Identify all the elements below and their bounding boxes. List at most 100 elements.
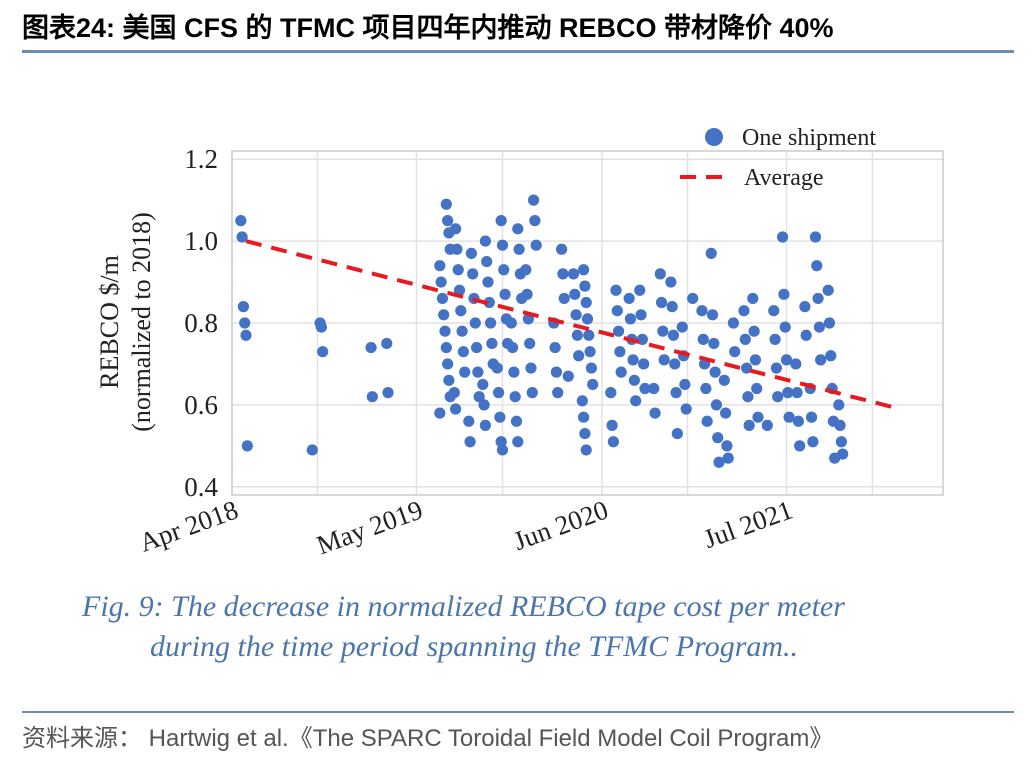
shipment-point [552, 387, 564, 399]
y-axis-label: REBCO $/m (normalized to 2018) [95, 212, 156, 432]
shipment-point [439, 325, 451, 337]
caption-line-1: Fig. 9: The decrease in normalized REBCO… [82, 590, 845, 623]
shipment-point [743, 419, 755, 431]
shipment-point [236, 231, 248, 243]
shipment-point [492, 387, 505, 399]
shipment-point [505, 317, 517, 329]
shipment-point [450, 223, 462, 235]
shipment-point [779, 321, 791, 333]
shipment-point [783, 411, 795, 423]
shipment-point [484, 317, 497, 329]
shipment-point [557, 268, 569, 280]
shipment-point [701, 415, 713, 427]
shipment-point [712, 432, 724, 444]
grid-layer [231, 151, 943, 495]
shipment-point [470, 341, 483, 354]
shipment-point [550, 366, 563, 378]
shipment-point [722, 452, 734, 464]
shipment-point [237, 301, 250, 313]
shipment-point [556, 243, 568, 255]
y-tick-label: 0.8 [184, 308, 218, 338]
shipment-point [769, 333, 781, 345]
shipment-point [459, 366, 471, 378]
shipment-point [479, 419, 491, 431]
shipment-point [811, 260, 823, 272]
shipment-point [718, 374, 730, 386]
shipment-point [573, 350, 585, 362]
shipment-point [676, 321, 688, 333]
shipment-point [494, 411, 506, 423]
shipment-point [580, 444, 592, 456]
shipment-point [580, 296, 592, 309]
shipment-point [658, 354, 670, 366]
shipment-point [837, 448, 849, 460]
shipment-point [614, 346, 626, 358]
shipment-point [434, 260, 446, 272]
shipment-point [610, 284, 622, 296]
shipment-point [381, 337, 393, 350]
y-tick-label: 1.0 [184, 226, 218, 256]
shipment-point [666, 301, 678, 313]
shipment-point [649, 407, 661, 419]
shipment-point [529, 215, 541, 227]
shipment-point [440, 341, 452, 354]
shipment-point [525, 362, 537, 374]
title-rule [22, 50, 1014, 53]
shipment-point [235, 215, 247, 227]
shipment-point [438, 309, 450, 321]
shipment-point [579, 280, 591, 292]
shipment-point [549, 341, 561, 354]
shipment-point [615, 366, 627, 378]
shipment-point [812, 292, 824, 305]
shipment-point [435, 276, 447, 288]
shipment-point [605, 387, 617, 399]
shipment-point [506, 341, 519, 354]
shipment-point [794, 440, 806, 452]
x-tick-label: Jun 2020 [509, 494, 612, 556]
shipment-point [705, 247, 717, 259]
shipment-point [799, 301, 811, 313]
shipment-point [713, 456, 725, 468]
shipment-point [584, 346, 596, 358]
shipment-point [570, 309, 582, 321]
shipment-point [366, 391, 378, 403]
shipment-point [822, 284, 834, 296]
shipment-point [576, 395, 588, 407]
shipment-point [749, 354, 762, 366]
shipment-point [477, 378, 489, 391]
shipment-point [768, 305, 780, 317]
shipment-point [697, 333, 709, 345]
y-tick-label: 0.4 [184, 472, 218, 502]
shipment-point [721, 440, 733, 452]
shipment-point [569, 288, 581, 300]
shipment-point [486, 337, 498, 350]
shipment-point [623, 292, 635, 305]
shipment-point [513, 243, 525, 255]
shipment-point [495, 215, 507, 227]
shipment-point [481, 255, 493, 268]
shipment-point [365, 341, 377, 354]
shipment-point [635, 309, 647, 321]
shipment-point [510, 415, 523, 427]
shipment-point [527, 194, 540, 206]
shipment-point [834, 419, 846, 431]
x-tick-layer: Apr 2018 May 2019 Jun 2020 Jul 2021 [135, 494, 796, 560]
shipment-point [634, 284, 646, 296]
source-note: 资料来源： Hartwig et al.《The SPARC Toroidal … [22, 725, 834, 752]
shipment-point [453, 284, 466, 296]
shipment-point [710, 399, 723, 411]
shipment-point [521, 288, 533, 300]
shipment-point [639, 382, 651, 395]
shipment-point [761, 419, 773, 431]
shipment-point [463, 415, 475, 427]
shipment-point [612, 325, 625, 337]
legend-marker-shipment [705, 128, 723, 146]
shipment-point [448, 387, 460, 399]
shipment-point [679, 378, 691, 391]
shipment-point [508, 366, 520, 378]
caption-line-2: during the time period spanning the TFMC… [150, 630, 799, 663]
shipment-point [436, 292, 449, 305]
shipment-point [669, 358, 681, 370]
legend: One shipment Average [680, 125, 876, 191]
